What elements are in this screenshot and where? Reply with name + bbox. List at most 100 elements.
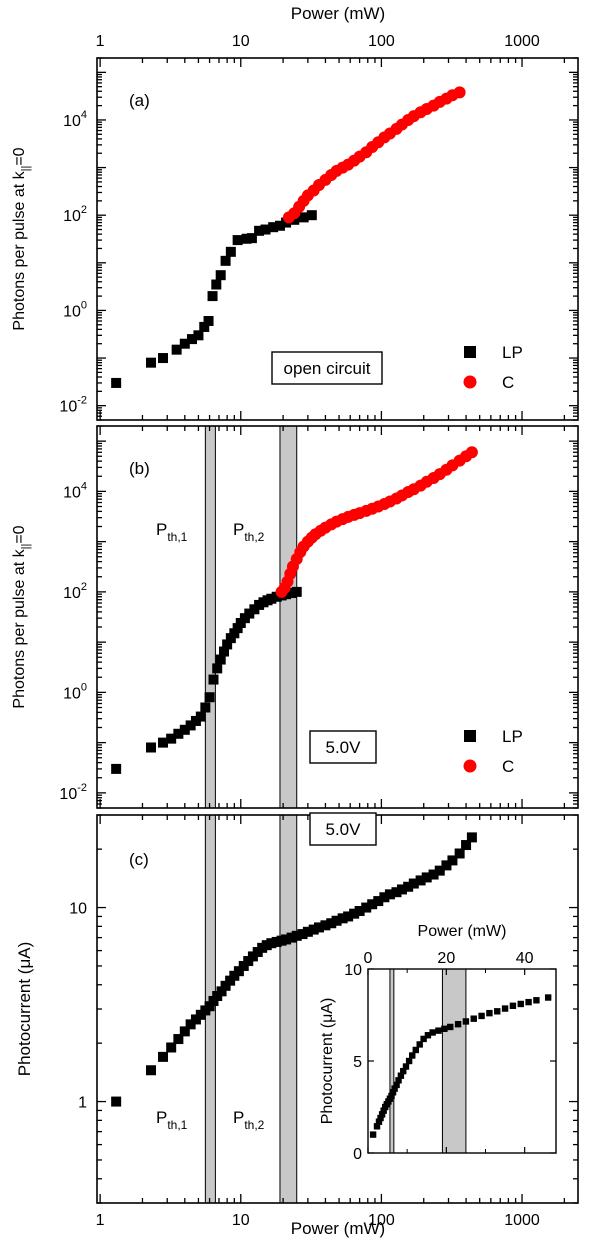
- legend-c-marker: [463, 375, 477, 389]
- lp-point: [171, 344, 182, 355]
- lp-point: [111, 377, 122, 388]
- panel-a-frame: [96, 57, 579, 421]
- inset-point: [494, 1008, 501, 1015]
- lp-point: [260, 224, 271, 235]
- lp-point: [384, 889, 395, 900]
- threshold-label: Pth,2: [233, 1108, 265, 1132]
- panel-label: (a): [129, 91, 150, 110]
- lp-point: [211, 279, 222, 290]
- annotation: 5.0V: [326, 820, 362, 839]
- lp-point: [274, 220, 285, 231]
- inset-y-tick-label: 5: [353, 1054, 362, 1071]
- inset-point: [389, 1089, 397, 1096]
- lp-point: [298, 212, 309, 223]
- lp-point: [212, 663, 223, 674]
- inset-y-axis-label: Photocurrent (μA): [319, 998, 336, 1125]
- lp-point: [146, 1065, 157, 1076]
- lp-point: [241, 233, 252, 244]
- y-tick-label: 10: [69, 901, 87, 918]
- lp-point: [208, 674, 219, 685]
- lp-point: [222, 639, 233, 650]
- lp-point: [203, 315, 214, 326]
- lp-point: [349, 908, 360, 919]
- inset-point: [402, 1063, 410, 1070]
- lp-point: [229, 628, 240, 639]
- lp-point: [308, 924, 319, 935]
- inset-point: [397, 1072, 405, 1079]
- y-axis-label: Photons per pulse at k||=0: [11, 147, 32, 330]
- lp-point: [454, 848, 465, 859]
- annotation-box: [271, 351, 383, 385]
- y-axis-label: Photocurrent (μA): [15, 942, 34, 1077]
- inset-point: [447, 1023, 454, 1031]
- lp-point: [233, 966, 244, 977]
- lp-point: [408, 878, 419, 889]
- lp-point: [225, 246, 236, 257]
- legend-c-label: C: [502, 757, 514, 776]
- inset-point: [501, 1005, 509, 1012]
- lp-point: [373, 896, 384, 907]
- legend-c-marker: [463, 759, 477, 773]
- lp-point: [232, 235, 243, 246]
- threshold-label: Pth,1: [156, 520, 188, 544]
- y-axis-label: Photons per pulse at k||=0: [11, 525, 32, 708]
- lp-point: [204, 1001, 215, 1012]
- threshold-band: [204, 425, 216, 809]
- top-x-tick-label: 100: [368, 33, 395, 50]
- lp-point: [367, 899, 378, 910]
- lp-point: [179, 724, 190, 735]
- inset-point: [462, 1018, 470, 1025]
- lp-point: [220, 980, 231, 991]
- lp-point: [232, 623, 243, 634]
- lp-point: [403, 881, 414, 892]
- legend-lp-label: LP: [502, 727, 523, 746]
- lp-point: [179, 338, 190, 349]
- lp-point: [246, 233, 257, 244]
- y-tick-label: 102: [63, 581, 87, 602]
- top-axis-label: Power (mW): [291, 4, 385, 23]
- y-tick-label: 100: [63, 299, 87, 320]
- y-tick-label: 10-2: [59, 395, 87, 416]
- lp-point: [207, 291, 218, 302]
- lp-point: [306, 210, 317, 221]
- bottom-x-tick-label: 10: [232, 1212, 250, 1229]
- inset-y-tick-label: 10: [344, 962, 362, 979]
- inset-y-tick-label: 0: [353, 1146, 362, 1163]
- threshold-band: [279, 814, 298, 1204]
- lp-point: [286, 932, 297, 943]
- legend-c-label: C: [502, 373, 514, 392]
- lp-point: [314, 922, 325, 933]
- lp-point: [244, 608, 255, 619]
- lp-point: [185, 720, 196, 731]
- inset-frame: [367, 968, 557, 1154]
- inset-point: [424, 1032, 432, 1039]
- inset-point: [435, 1027, 442, 1034]
- lp-point: [220, 255, 231, 266]
- y-tick-label: 104: [63, 109, 87, 130]
- inset-point: [373, 1123, 381, 1130]
- bottom-x-tick-label: 100: [368, 1212, 395, 1229]
- c-point: [453, 86, 466, 99]
- lp-point: [379, 892, 390, 903]
- y-tick-label: 102: [63, 204, 87, 225]
- threshold-label: Pth,1: [156, 1108, 188, 1132]
- lp-point: [219, 646, 230, 657]
- lp-point: [291, 586, 302, 597]
- lp-point: [266, 938, 277, 949]
- inset-point: [369, 1131, 377, 1138]
- inset-point: [429, 1029, 436, 1036]
- lp-point: [441, 860, 452, 871]
- lp-point: [326, 918, 337, 929]
- inset-point: [478, 1012, 485, 1020]
- annotation-box: [309, 812, 377, 846]
- panel-label: (b): [129, 459, 150, 478]
- lp-point: [111, 1096, 122, 1107]
- lp-point: [254, 225, 265, 236]
- inset-point: [393, 1081, 400, 1089]
- lp-point: [461, 840, 472, 851]
- legend-lp-marker: [464, 730, 476, 742]
- lp-point: [204, 692, 215, 703]
- top-x-tick-label: 1: [96, 33, 105, 50]
- lp-point: [343, 911, 354, 922]
